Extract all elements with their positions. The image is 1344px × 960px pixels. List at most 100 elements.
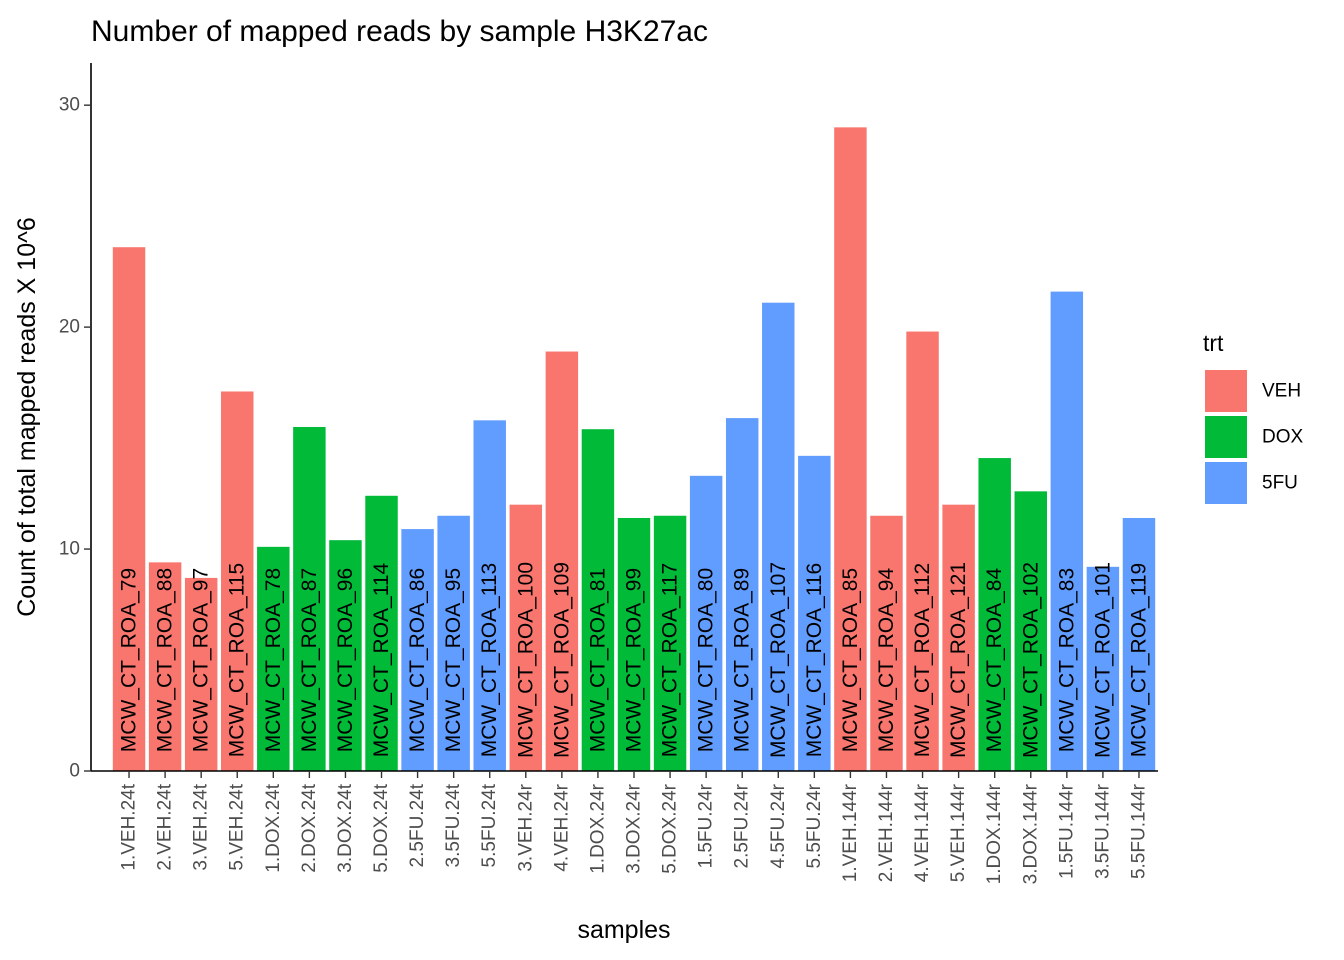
bar-4.VEH.24r (545, 351, 579, 771)
bar-3.DOX.24r (617, 517, 651, 771)
bar-2.5FU.24r (725, 418, 759, 771)
x-tick-label: 5.DOX.24t (371, 783, 392, 872)
x-axis-label: samples (577, 916, 670, 944)
bar-labels-group: MCW_CT_ROA_79 MCW_CT_ROA_88 MCW_CT_ROA_97 M… (118, 562, 1151, 758)
x-tick-label: 2.5FU.24t (407, 783, 428, 867)
bar-2.VEH.144r (870, 515, 903, 771)
bar-label: MCW_CT_ROA_112 (911, 563, 934, 758)
bar-3.VEH.24r (509, 504, 543, 771)
x-tick-label: 4.VEH.144r (912, 783, 933, 882)
bar-1.DOX.24r (581, 429, 615, 771)
bar-3.DOX.144r (1014, 491, 1047, 771)
bar-label: MCW_CT_ROA_116 (803, 563, 826, 758)
x-tick-label: 2.5FU.24r (732, 783, 753, 868)
bar-label: MCW_CT_ROA_94 (875, 568, 898, 753)
bar-label: MCW_CT_ROA_101 (1091, 562, 1114, 758)
y-tick-label: 20 (59, 317, 80, 338)
x-tick-label: 2.DOX.24t (299, 783, 320, 872)
bar-label: MCW_CT_ROA_97 (190, 568, 213, 752)
bar-label: MCW_CT_ROA_87 (298, 568, 321, 752)
bar-1.VEH.24t (112, 247, 146, 771)
x-tick-label: 5.5FU.144r (1128, 783, 1149, 879)
x-tick-label: 1.5FU.144r (1056, 783, 1077, 879)
bar-label: MCW_CT_ROA_119 (1127, 563, 1150, 758)
bar-label: MCW_CT_ROA_114 (370, 562, 393, 757)
legend-title: trt (1203, 330, 1224, 356)
bar-3.5FU.144r (1086, 566, 1120, 771)
y-axis-label: Count of total mapped reads X 10^6 (13, 217, 41, 617)
y-tick-label: 30 (59, 95, 80, 116)
x-tick-label: 3.VEH.24r (515, 783, 536, 871)
bar-3.VEH.24t (184, 577, 218, 771)
x-tick-label: 1.VEH.144r (840, 783, 861, 882)
bar-1.5FU.24r (689, 475, 723, 771)
x-tick-label: 2.VEH.24t (155, 783, 176, 870)
bar-2.5FU.24t (401, 529, 434, 771)
legend-label-veh: VEH (1262, 381, 1301, 402)
bar-label: MCW_CT_ROA_113 (478, 563, 501, 758)
bar-label: MCW_CT_ROA_117 (659, 563, 682, 758)
bar-3.DOX.24t (329, 540, 362, 771)
legend-swatch-dox (1205, 416, 1247, 458)
x-tick-label: 1.DOX.144r (984, 783, 1005, 884)
x-ticks-group: 1.VEH.24t 2.VEH.24t 3.VEH.24t 5.VEH.24t 1.DO… (119, 771, 1149, 884)
x-tick-label: 3.DOX.144r (1020, 783, 1041, 884)
legend-swatch-5fu (1205, 462, 1247, 504)
bar-label: MCW_CT_ROA_121 (947, 562, 970, 758)
x-tick-label: 3.DOX.24r (624, 783, 645, 873)
bar-label: MCW_CT_ROA_78 (262, 568, 285, 752)
bar-3.5FU.24t (437, 515, 470, 771)
bar-2.VEH.24t (148, 562, 182, 771)
bar-label: MCW_CT_ROA_115 (226, 563, 249, 758)
legend-label-5fu: 5FU (1262, 473, 1298, 494)
bar-label: MCW_CT_ROA_109 (550, 562, 573, 758)
x-tick-label: 5.DOX.24r (660, 783, 681, 873)
x-tick-label: 5.VEH.24t (227, 783, 248, 870)
bar-4.5FU.24r (762, 302, 795, 771)
x-tick-label: 3.5FU.24t (443, 783, 464, 867)
bar-5.5FU.24r (798, 455, 831, 771)
bar-5.VEH.24t (221, 391, 254, 771)
bar-5.VEH.144r (942, 504, 975, 771)
bar-1.VEH.144r (834, 127, 867, 772)
x-tick-label: 5.5FU.24t (479, 783, 500, 867)
x-tick-label: 2.VEH.144r (876, 783, 897, 882)
bar-label: MCW_CT_ROA_83 (1055, 568, 1078, 752)
x-tick-label: 5.VEH.144r (948, 783, 969, 882)
bar-label: MCW_CT_ROA_88 (154, 568, 177, 752)
bar-5.DOX.24t (365, 495, 398, 771)
bar-5.DOX.24r (653, 515, 687, 771)
bar-label: MCW_CT_ROA_81 (586, 568, 609, 752)
legend-label-dox: DOX (1262, 427, 1304, 448)
y-tick-label: 0 (69, 761, 80, 782)
x-tick-label: 1.VEH.24t (119, 783, 140, 870)
bar-label: MCW_CT_ROA_84 (983, 568, 1006, 753)
bar-4.VEH.144r (906, 331, 939, 771)
bar-label: MCW_CT_ROA_80 (695, 568, 718, 752)
bar-label: MCW_CT_ROA_79 (118, 568, 141, 752)
bar-label: MCW_CT_ROA_96 (334, 568, 357, 752)
bar-label: MCW_CT_ROA_107 (767, 562, 790, 758)
x-tick-label: 3.VEH.24t (191, 783, 212, 870)
x-tick-label: 4.VEH.24r (551, 783, 572, 871)
x-tick-label: 5.5FU.24r (804, 783, 825, 868)
bar-label: MCW_CT_ROA_100 (514, 562, 537, 758)
y-ticks-group: 0 10 20 30 (59, 95, 91, 782)
x-tick-label: 3.DOX.24t (335, 783, 356, 872)
bar-5.5FU.144r (1122, 517, 1156, 771)
x-tick-label: 4.5FU.24r (768, 783, 789, 868)
bar-label: MCW_CT_ROA_89 (731, 568, 754, 752)
bar-label: MCW_CT_ROA_85 (839, 568, 862, 752)
legend: trt VEH DOX 5FU (1203, 330, 1304, 504)
bar-1.DOX.144r (978, 458, 1011, 771)
bar-1.DOX.24t (257, 546, 290, 771)
x-tick-label: 1.DOX.24r (587, 783, 608, 873)
bars-group (112, 127, 1156, 772)
bar-label: MCW_CT_ROA_86 (406, 568, 429, 752)
bar-1.5FU.144r (1050, 291, 1084, 771)
y-tick-label: 10 (59, 539, 80, 560)
bar-2.DOX.24t (293, 426, 326, 771)
chart-title: Number of mapped reads by sample H3K27ac (91, 15, 708, 48)
bar-label: MCW_CT_ROA_95 (442, 568, 465, 752)
